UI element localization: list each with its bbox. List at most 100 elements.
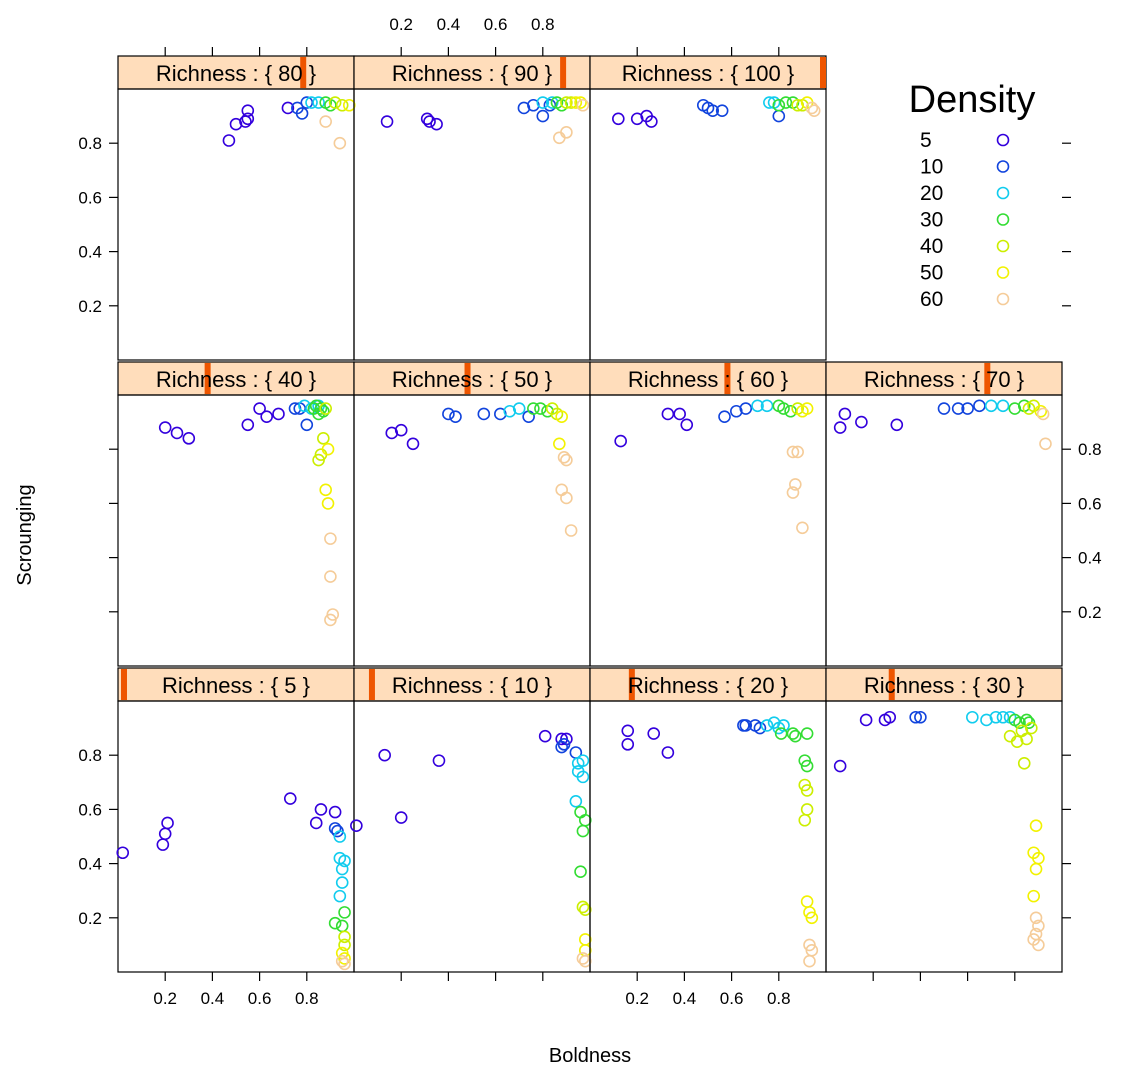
data-point: [555, 483, 568, 497]
data-point: [805, 101, 819, 115]
panel-frame: [589, 88, 827, 361]
data-point: [1020, 713, 1033, 727]
strip-level-marker: [888, 669, 895, 700]
y-tick-label: 0.6: [78, 188, 102, 207]
data-point: [564, 524, 578, 537]
x-tick-label: 0.6: [248, 989, 272, 1008]
data-point: [557, 451, 571, 464]
strip-level-marker: [464, 363, 471, 394]
data-point: [335, 862, 349, 876]
data-point: [786, 486, 800, 499]
legend-entry-10: 10: [920, 156, 1010, 179]
data-point: [161, 816, 174, 830]
strip-label: Richness : { 20 }: [628, 673, 788, 698]
data-point: [777, 719, 790, 732]
data-point: [335, 876, 349, 889]
data-point: [300, 418, 314, 432]
data-point: [784, 404, 797, 418]
data-point: [560, 491, 573, 505]
data-point: [961, 402, 974, 415]
y-tick-label: 0.6: [78, 800, 102, 819]
data-point: [800, 727, 814, 740]
data-point: [321, 442, 335, 456]
data-point: [673, 407, 686, 421]
x-tick-label: 0.8: [767, 989, 791, 1008]
data-point: [333, 889, 347, 903]
data-point: [321, 497, 335, 510]
x-tick-label: 0.2: [389, 15, 413, 34]
data-point: [338, 952, 351, 965]
data-point: [338, 906, 351, 919]
data-point: [324, 532, 337, 545]
legend-label: 40: [920, 235, 943, 258]
data-point: [324, 570, 337, 583]
data-point: [328, 916, 342, 930]
x-tick-label: 0.4: [673, 989, 697, 1008]
panel-richness-90: Richness : { 90 }: [353, 55, 591, 361]
panel-richness-20: Richness : { 20 }: [589, 667, 827, 973]
legend-label: 5: [920, 129, 932, 152]
data-point: [833, 759, 847, 773]
data-point: [295, 107, 309, 120]
data-point: [859, 713, 873, 727]
data-point: [333, 830, 347, 843]
data-point: [796, 521, 809, 535]
legend-marker: [996, 160, 1010, 173]
data-point: [241, 112, 255, 126]
data-point: [432, 754, 446, 767]
data-point: [614, 434, 627, 448]
data-point: [803, 954, 816, 968]
legend-marker: [996, 266, 1010, 279]
panel-frame: [589, 394, 827, 667]
strip-label: Richness : { 90 }: [392, 61, 552, 86]
data-point: [564, 96, 578, 109]
data-point: [338, 957, 351, 971]
data-point: [319, 483, 332, 497]
data-point: [1034, 404, 1048, 418]
data-point: [777, 402, 790, 415]
y-tick-label: 0.8: [78, 746, 102, 765]
data-point: [576, 952, 590, 965]
data-point: [772, 109, 786, 123]
data-point: [1039, 437, 1052, 451]
strip-level-marker: [368, 669, 375, 700]
data-point: [312, 96, 325, 109]
data-point: [800, 784, 814, 797]
data-point: [914, 710, 927, 724]
data-point: [543, 98, 557, 112]
y-tick-label: 0.2: [1078, 603, 1102, 622]
data-point: [430, 117, 443, 131]
data-point: [612, 112, 625, 126]
data-point: [800, 803, 814, 816]
data-point: [973, 399, 986, 413]
data-point: [253, 402, 266, 415]
data-point: [560, 126, 573, 139]
data-point: [158, 827, 172, 841]
data-point: [538, 729, 552, 743]
data-point: [571, 757, 585, 770]
x-tick-label: 0.8: [531, 15, 555, 34]
data-point: [1032, 938, 1045, 952]
data-point: [241, 104, 255, 117]
data-point: [281, 101, 295, 115]
data-point: [1029, 911, 1043, 925]
data-point: [574, 865, 587, 879]
data-point: [805, 911, 819, 925]
panel-richness-10: Richness : { 10 }: [350, 667, 592, 973]
data-point: [555, 740, 568, 754]
data-point: [394, 811, 408, 824]
strip-background: [353, 55, 591, 90]
data-point: [680, 418, 694, 432]
data-point: [786, 727, 800, 740]
data-point: [338, 854, 351, 868]
strip-level-marker: [724, 363, 731, 394]
data-point: [158, 421, 172, 434]
data-point: [951, 402, 965, 415]
legend-entry-60: 60: [920, 288, 1010, 311]
data-point: [406, 437, 420, 451]
strip-level-marker: [984, 363, 991, 394]
data-point: [576, 98, 590, 112]
data-point: [753, 721, 767, 735]
x-tick-label: 0.6: [484, 15, 508, 34]
strip-background: [589, 361, 827, 396]
